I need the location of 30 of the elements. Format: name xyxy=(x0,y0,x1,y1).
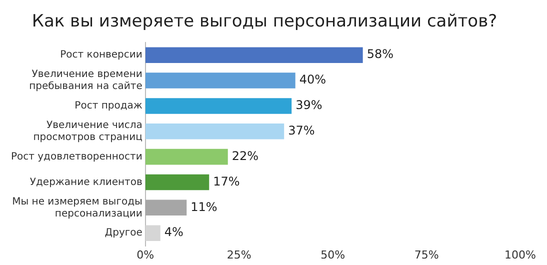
y-tick-label: Мы не измеряем выгоды персонализации xyxy=(12,196,142,220)
y-tick-label: Увеличение числа просмотров страниц xyxy=(33,120,143,143)
x-tick-label: 75% xyxy=(414,248,439,262)
bar xyxy=(145,225,160,241)
y-tick-label: Рост удовлетворенности xyxy=(10,151,142,162)
x-tick-label: 100% xyxy=(504,248,536,262)
y-tick-label: Увеличение времени пребывания на сайте xyxy=(29,69,142,92)
data-label: 22% xyxy=(232,148,259,163)
data-label: 58% xyxy=(366,47,394,62)
bar xyxy=(145,200,187,216)
y-tick-label: Другое xyxy=(104,228,142,239)
data-label: 17% xyxy=(213,174,240,188)
y-tick-label: Рост продаж xyxy=(74,100,142,112)
bar xyxy=(145,72,296,88)
data-label: 39% xyxy=(296,98,322,112)
data-label: 37% xyxy=(288,124,315,138)
bar xyxy=(145,174,210,190)
x-tick-label: 25% xyxy=(226,248,252,262)
bar xyxy=(145,47,363,63)
x-tick-label: 0% xyxy=(136,248,154,262)
y-tick-label: Удержание клиентов xyxy=(30,176,142,188)
data-label: 40% xyxy=(299,72,326,87)
data-label: 11% xyxy=(190,200,218,214)
data-label: 4% xyxy=(164,225,184,240)
bar xyxy=(145,148,228,165)
bar xyxy=(145,124,284,140)
bar xyxy=(145,98,292,114)
x-tick-label: 50% xyxy=(320,248,346,262)
y-tick-label: Рост конверсии xyxy=(60,50,142,61)
chart-title: Как вы измеряете выгоды персонализации сайтов? xyxy=(32,12,498,32)
